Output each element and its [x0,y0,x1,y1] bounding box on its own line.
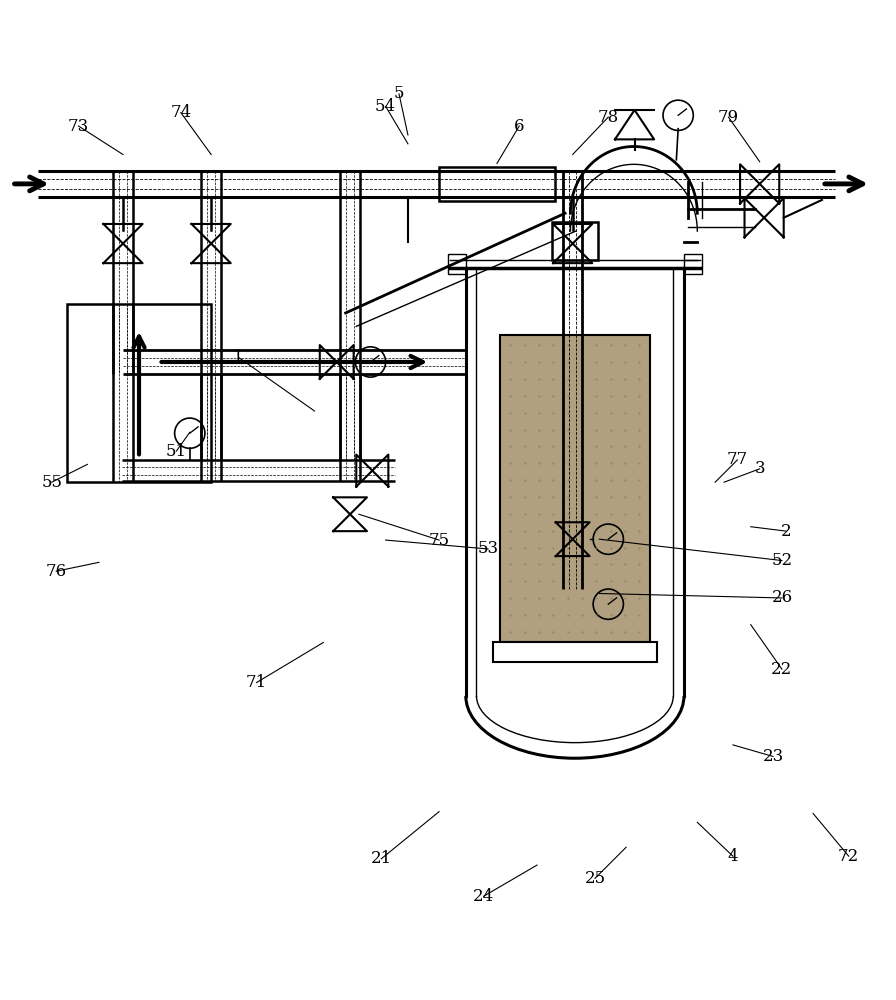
Bar [439,167,555,201]
Text: 55: 55 [41,474,62,491]
Text: 22: 22 [771,661,793,678]
Text: 72: 72 [838,848,859,865]
Bar [448,254,466,274]
Bar [500,335,650,642]
Text: 79: 79 [718,109,739,126]
Text: 76: 76 [46,563,67,580]
Bar [67,304,211,482]
Text: 23: 23 [762,748,784,765]
Text: 1: 1 [234,349,244,366]
Text: 2: 2 [781,523,792,540]
Text: 74: 74 [170,104,192,121]
Bar [552,222,598,260]
Bar [684,254,702,274]
Text: 75: 75 [428,532,450,549]
Text: 5: 5 [393,85,404,102]
Text: 25: 25 [584,870,606,887]
Text: 26: 26 [771,589,792,606]
Text: 51: 51 [166,443,187,460]
Bar [493,642,658,662]
Text: 77: 77 [727,451,748,468]
Text: 73: 73 [68,118,89,135]
Text: 24: 24 [473,888,495,905]
Text: 78: 78 [598,109,619,126]
Text: 52: 52 [771,552,792,569]
Text: 21: 21 [371,850,392,867]
Text: 6: 6 [514,118,524,135]
Text: 54: 54 [375,98,396,115]
Text: 4: 4 [728,848,738,865]
Text: 71: 71 [246,674,267,691]
Text: 53: 53 [478,540,499,557]
Text: 3: 3 [754,460,765,477]
